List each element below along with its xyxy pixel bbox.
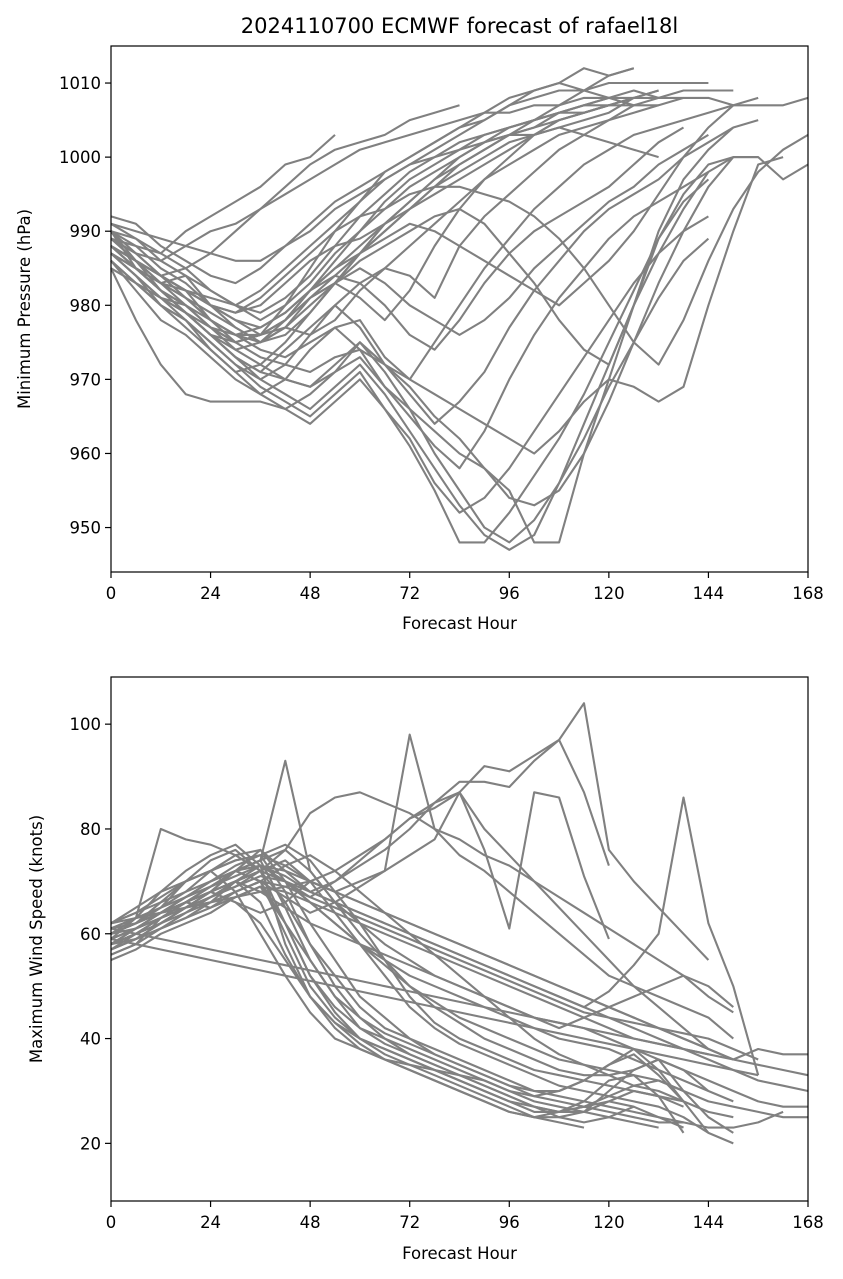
pressure-x-tick-label: 48 [300,584,321,603]
wind-series-line [110,880,759,1061]
pressure-series-line [110,104,610,336]
pressure-x-tick-label: 96 [499,584,520,603]
wind-series-line [110,791,808,1061]
pressure-x-tick-label: 72 [399,584,420,603]
wind-y-axis-label: Maximum Wind Speed (knots) [27,815,46,1063]
pressure-series-line [110,67,635,329]
wind-y-tick-label: 60 [80,925,101,944]
pressure-panel: 2024110700 ECMWF forecast of rafael18l 0… [15,14,824,633]
pressure-y-tick-label: 970 [70,370,102,389]
pressure-series-line [110,126,734,366]
wind-x-tick-label: 168 [792,1213,824,1232]
wind-series-line [110,791,610,940]
pressure-series-line [110,134,336,255]
wind-y-ticks: 20 40 60 80 100 [70,715,111,1153]
pressure-x-tick-label: 0 [106,584,117,603]
pressure-series-group [110,67,809,551]
pressure-x-tick-label: 168 [792,584,824,603]
wind-series-line [110,733,734,1040]
wind-y-tick-label: 40 [80,1030,101,1049]
wind-series-line [110,875,809,1093]
pressure-series-line [110,81,659,285]
wind-x-tick-label: 72 [399,1213,420,1232]
wind-x-ticks: 0 24 48 72 96 120 144 168 [106,1201,824,1232]
pressure-x-tick-label: 120 [593,584,625,603]
wind-series-line [110,927,709,1056]
pressure-x-ticks: 0 24 48 72 96 120 144 168 [106,572,824,603]
pressure-y-tick-label: 960 [70,444,102,463]
pressure-series-line [110,126,659,262]
pressure-series-line [110,215,709,514]
wind-x-axis-label: Forecast Hour [402,1244,517,1263]
pressure-y-tick-label: 980 [70,296,102,315]
pressure-x-tick-label: 24 [200,584,221,603]
pressure-series-line [110,104,734,381]
wind-series-line [110,848,585,1129]
pressure-axes-frame [110,45,809,573]
pressure-y-axis-label: Minimum Pressure (hPa) [15,209,34,409]
wind-series-line [110,702,710,961]
wind-series-line [110,791,734,1014]
pressure-y-tick-label: 1010 [59,74,101,93]
pressure-y-tick-label: 990 [70,222,102,241]
wind-y-tick-label: 100 [70,715,102,734]
wind-series-line [110,864,808,1119]
pressure-series-line [110,96,759,336]
pressure-y-tick-label: 950 [70,519,102,538]
wind-x-tick-label: 0 [106,1213,117,1232]
wind-series-group [110,702,809,1145]
pressure-series-line [110,156,735,507]
pressure-series-line [110,178,710,544]
pressure-x-tick-label: 144 [693,584,725,603]
pressure-y-tick-label: 1000 [59,148,101,167]
wind-axes-frame [110,676,809,1202]
pressure-series-line [110,156,809,544]
figure-title: 2024110700 ECMWF forecast of rafael18l [241,14,678,38]
wind-series-line [110,880,734,1030]
wind-x-tick-label: 24 [200,1213,221,1232]
pressure-y-ticks: 950 960 970 980 990 1000 1010 [59,74,111,538]
wind-x-tick-label: 144 [693,1213,725,1232]
wind-y-tick-label: 80 [80,820,101,839]
wind-series-line [110,880,709,1050]
pressure-series-line [110,170,709,470]
wind-y-tick-label: 20 [80,1134,101,1153]
wind-x-tick-label: 48 [300,1213,321,1232]
pressure-series-line [110,126,685,351]
wind-x-tick-label: 96 [499,1213,520,1232]
wind-series-line [110,937,759,1077]
pressure-series-line [110,104,610,344]
pressure-series-line [110,133,809,366]
wind-panel: 0 24 48 72 96 120 144 168 20 40 60 80 100 Forecast … [27,676,824,1263]
wind-x-tick-label: 120 [593,1213,625,1232]
pressure-x-axis-label: Forecast Hour [402,614,517,633]
pressure-series-line [110,96,609,262]
wind-series-line [110,759,808,1108]
wind-series-line [110,885,684,1113]
